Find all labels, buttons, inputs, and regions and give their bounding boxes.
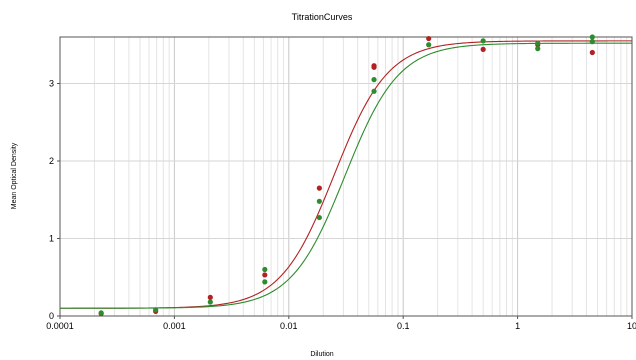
x-tick-label: 10	[627, 321, 636, 331]
point-series-2	[371, 88, 377, 94]
point-series-2	[535, 40, 541, 46]
x-tick-label: 0.01	[280, 321, 298, 331]
y-tick-label: 2	[49, 156, 54, 166]
point-series-2	[316, 198, 322, 204]
x-tick-label: 0.1	[397, 321, 410, 331]
point-series-2	[589, 39, 595, 45]
point-series-2	[589, 34, 595, 40]
point-series-2	[153, 307, 159, 313]
chart-title: TitrationCurves	[292, 12, 353, 22]
point-series-1	[207, 294, 213, 300]
point-series-1	[262, 272, 268, 278]
x-axis-ticks: 0.0001 0.001 0.01 0.1 1 10	[46, 316, 636, 331]
y-axis-label: Mean Optical Density	[11, 142, 18, 209]
point-series-2	[262, 266, 268, 273]
point-series-2	[426, 42, 432, 48]
y-tick-label: 0	[49, 311, 54, 321]
point-series-2	[316, 214, 322, 221]
y-tick-label: 3	[49, 79, 54, 89]
y-axis-ticks: 0 1 2 3	[49, 79, 60, 321]
plot-frame	[59, 36, 633, 317]
point-series-1	[589, 49, 595, 56]
grid	[59, 37, 632, 317]
point-series-2	[98, 310, 104, 316]
point-series-1	[371, 63, 377, 69]
x-tick-label: 0.001	[163, 321, 186, 331]
x-tick-label: 0.0001	[46, 321, 74, 331]
point-series-2	[480, 38, 486, 44]
data-points	[98, 34, 595, 317]
fitted-curves	[60, 40, 632, 309]
point-series-2	[207, 299, 213, 305]
curve-series-2	[60, 42, 632, 309]
point-series-2	[371, 77, 377, 83]
y-tick-label: 1	[49, 234, 54, 244]
point-series-1	[480, 46, 486, 53]
point-series-1	[316, 185, 322, 191]
x-axis-label: Dilution	[310, 351, 333, 358]
point-series-2	[535, 46, 541, 52]
point-series-2	[262, 279, 268, 285]
point-series-1	[426, 35, 432, 42]
x-tick-label: 1	[515, 321, 520, 331]
